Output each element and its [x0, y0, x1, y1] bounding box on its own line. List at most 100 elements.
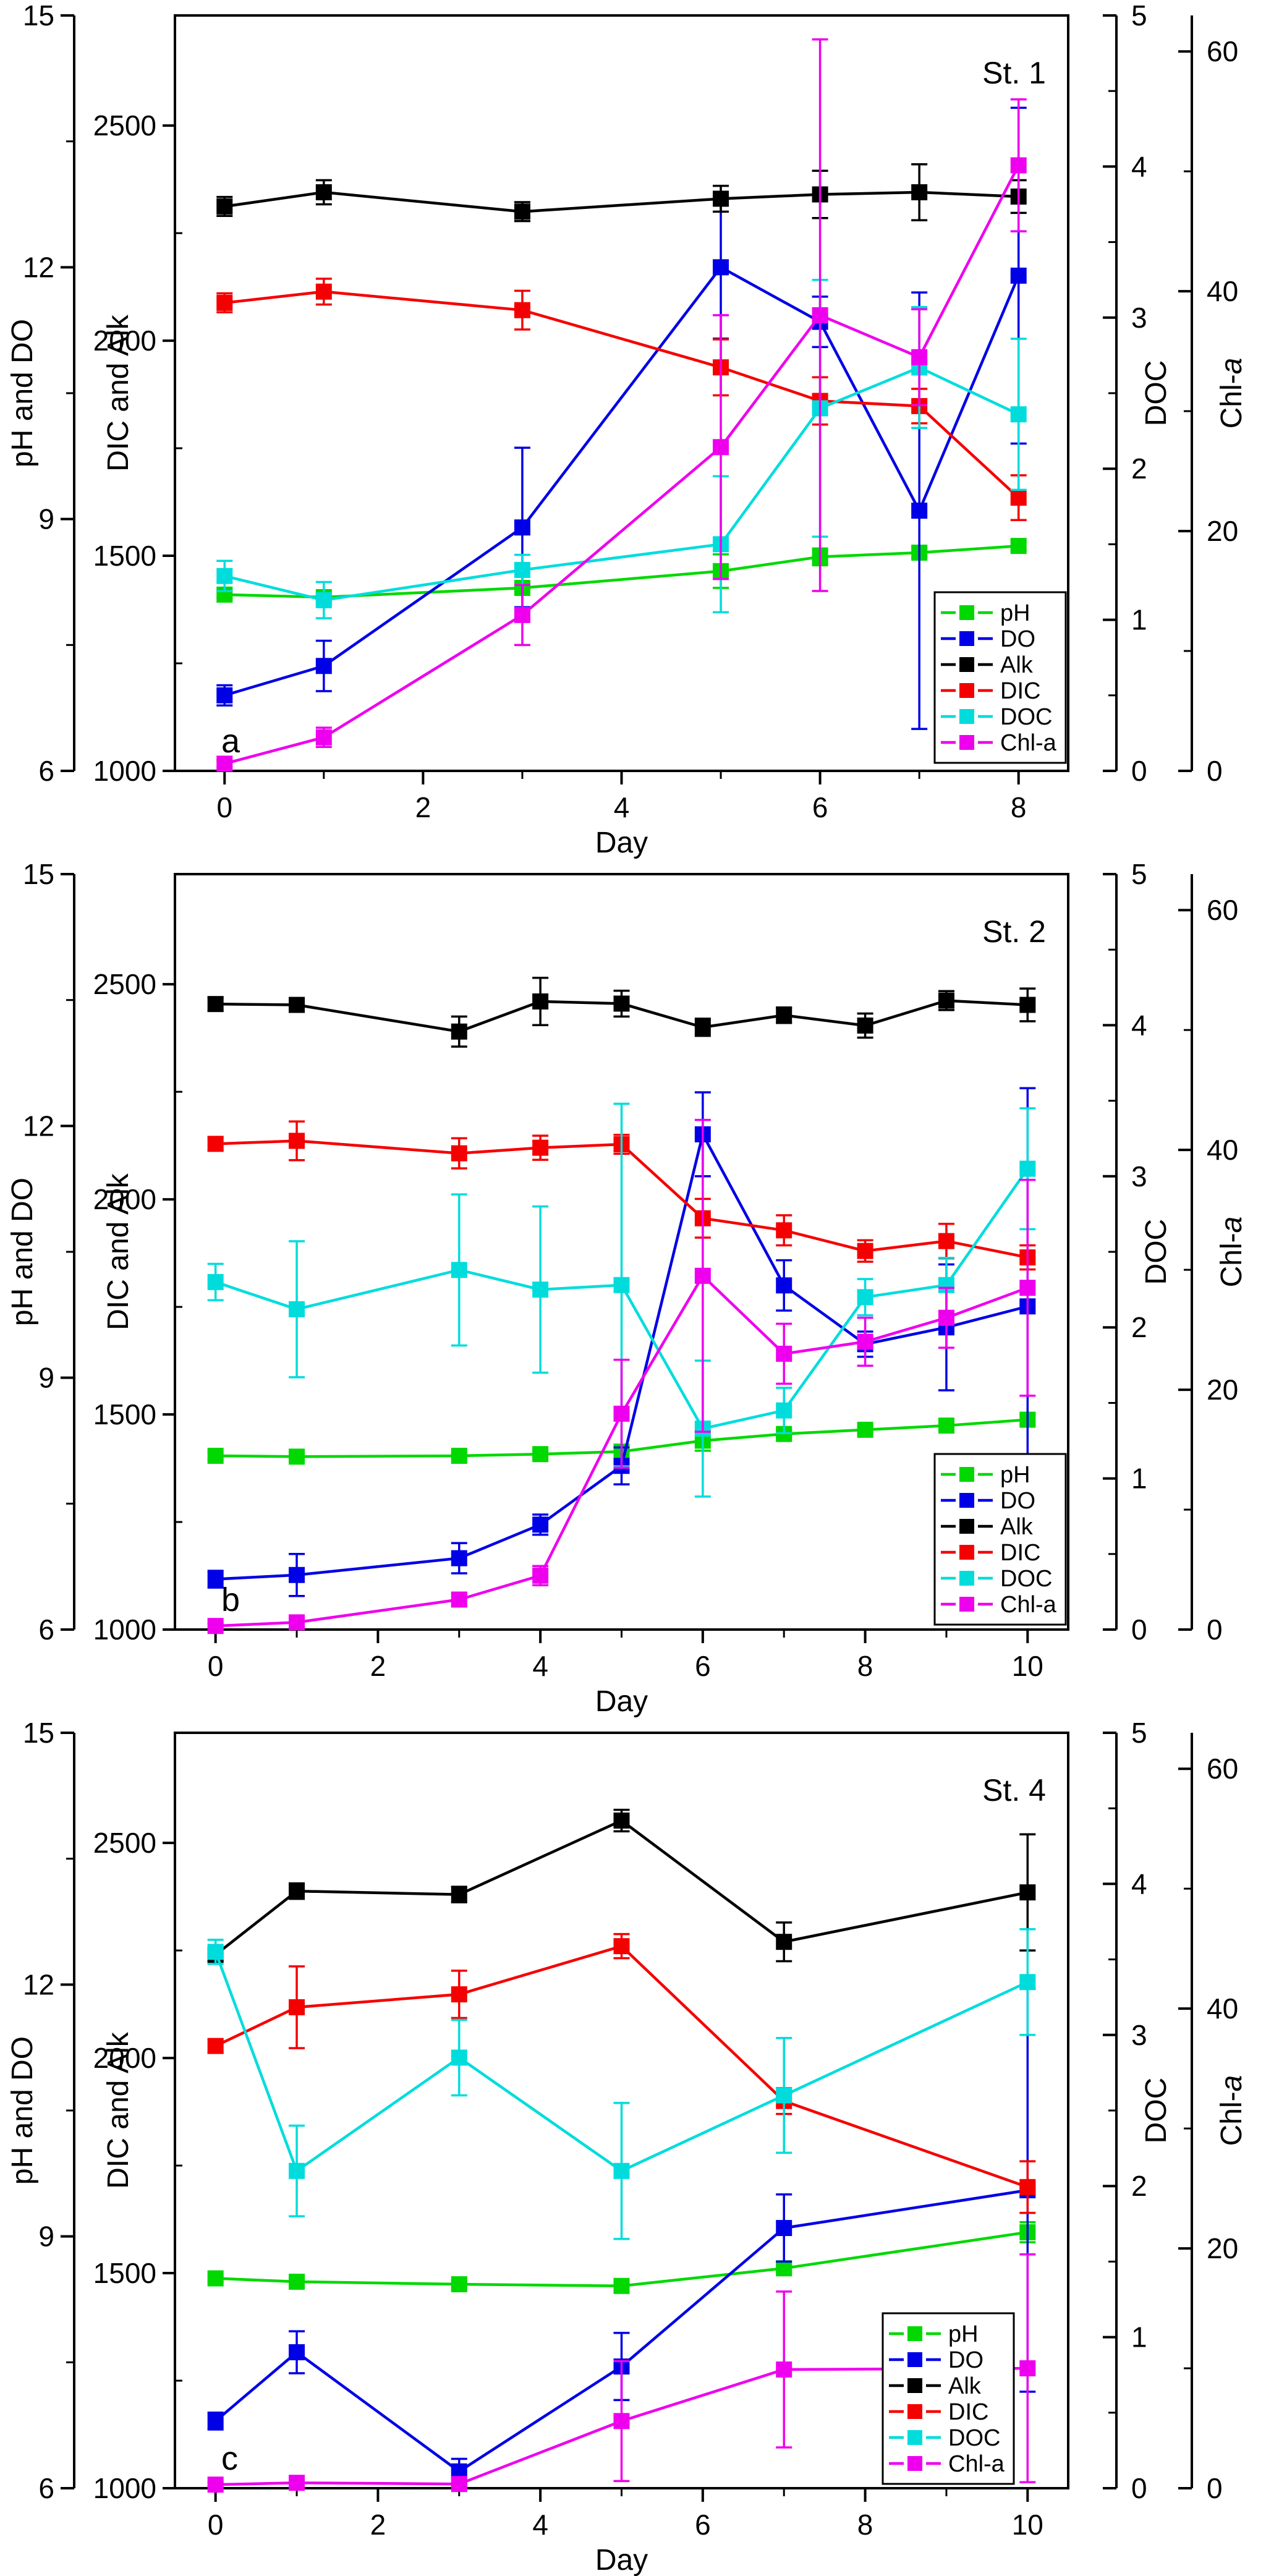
- x-tick-label: 6: [695, 1650, 711, 1682]
- legend-item-alk: Alk: [941, 1514, 1034, 1540]
- series-line: [224, 290, 1020, 499]
- legend-item-doc: DOC: [889, 2425, 1000, 2451]
- data-point-marker: [613, 1938, 630, 1955]
- legend-item-do: DO: [941, 1488, 1035, 1514]
- legend-item-dic: DIC: [941, 678, 1040, 704]
- data-point-marker: [1010, 267, 1027, 284]
- data-point-marker: [1019, 2360, 1036, 2377]
- legend-marker: [959, 605, 974, 620]
- data-point-marker: [857, 1289, 873, 1306]
- ph-tick-label: 9: [38, 503, 54, 535]
- data-point-marker: [776, 2087, 792, 2104]
- chl-a-axis-title: Chl-a: [1215, 1217, 1248, 1288]
- ph-tick-label: 9: [38, 1362, 54, 1394]
- series-line: [215, 999, 1028, 1034]
- x-tick-label: 6: [812, 791, 828, 823]
- chl-tick-label: 60: [1207, 894, 1238, 926]
- data-point-marker: [857, 1243, 873, 1259]
- y-axis-chl-a: 0 20 40 60 Chl-a: [1178, 1733, 1248, 2504]
- data-point-marker: [776, 2220, 792, 2237]
- series-dic: [207, 1932, 1036, 2214]
- legend-item-dic: DIC: [889, 2399, 988, 2425]
- chl-tick-label: 0: [1207, 755, 1223, 787]
- data-point-marker: [514, 606, 530, 623]
- dic-tick-label: 1000: [93, 755, 156, 787]
- data-point-marker: [857, 1017, 873, 1034]
- data-point-marker: [776, 1934, 792, 1950]
- data-point-marker: [451, 1023, 467, 1040]
- doc-tick-label: 4: [1131, 1009, 1147, 1041]
- chl-tick-label: 20: [1207, 2232, 1238, 2264]
- legend-label: DO: [948, 2347, 983, 2373]
- legend-marker: [907, 2378, 922, 2393]
- data-point-marker: [216, 294, 233, 311]
- series-line: [215, 2366, 1028, 2486]
- chl-tick-label: 40: [1207, 1992, 1238, 2025]
- data-point-marker: [613, 1277, 630, 1293]
- data-point-marker: [207, 1447, 224, 1464]
- x-tick-label: 8: [857, 2509, 873, 2541]
- data-point-marker: [1010, 538, 1027, 555]
- data-point-marker: [315, 184, 332, 201]
- data-point-marker: [289, 1301, 305, 1317]
- data-point-marker: [1010, 157, 1027, 174]
- data-point-marker: [694, 1267, 711, 1284]
- series-chl-a: [207, 2253, 1036, 2493]
- dic-tick-label: 1500: [93, 540, 156, 572]
- data-point-marker: [911, 184, 928, 201]
- series-line: [215, 1418, 1028, 1458]
- y-axis-dic-alk: 1000 1500 2000 2500 DIC and Alk: [93, 968, 182, 1646]
- x-tick-label: 8: [1011, 791, 1027, 823]
- x-axis-title: Day: [595, 1685, 648, 1718]
- legend-item-ph: pH: [941, 600, 1030, 626]
- data-point-marker: [289, 2273, 305, 2290]
- data-point-marker: [857, 1421, 873, 1438]
- legend-label: DO: [1000, 1488, 1035, 1514]
- data-point-marker: [289, 2344, 305, 2361]
- series-chl-a: [216, 38, 1027, 772]
- series-line: [224, 265, 1020, 697]
- data-point-marker: [289, 1448, 305, 1465]
- data-point-marker: [938, 1418, 954, 1434]
- legend-item-chl-a: Chl-a: [889, 2451, 1005, 2477]
- panel-letter: c: [221, 2440, 238, 2477]
- data-point-marker: [451, 2476, 467, 2493]
- dic-alk-axis-title: DIC and Alk: [102, 314, 135, 471]
- x-tick-label: 10: [1012, 1650, 1043, 1682]
- legend-item-chl-a: Chl-a: [941, 730, 1057, 756]
- ph-tick-label: 6: [38, 2472, 54, 2504]
- dic-alk-axis-title: DIC and Alk: [102, 2031, 135, 2188]
- data-point-marker: [532, 1282, 549, 1298]
- data-point-marker: [216, 755, 233, 772]
- legend-marker: [959, 1493, 974, 1508]
- data-point-marker: [911, 503, 928, 519]
- data-point-marker: [1019, 1160, 1036, 1177]
- data-point-marker: [514, 203, 530, 220]
- data-point-marker: [613, 2277, 630, 2294]
- data-point-marker: [207, 1944, 224, 1960]
- x-tick-label: 0: [208, 2509, 224, 2541]
- data-point-marker: [1019, 1884, 1036, 1901]
- legend-marker: [959, 1597, 974, 1612]
- station-label: St. 1: [982, 56, 1046, 90]
- data-point-marker: [289, 1999, 305, 2015]
- data-point-marker: [938, 1309, 954, 1326]
- series-line: [215, 1819, 1028, 1956]
- legend-marker: [907, 2456, 922, 2471]
- series-alk: [207, 976, 1036, 1048]
- legend-label: pH: [1000, 1462, 1030, 1488]
- legend-marker: [959, 683, 974, 698]
- data-point-marker: [1019, 997, 1036, 1013]
- dic-tick-label: 1500: [93, 1398, 156, 1430]
- legend-label: Alk: [948, 2373, 982, 2399]
- legend-label: Chl-a: [1000, 1592, 1057, 1618]
- legend-item-alk: Alk: [889, 2373, 982, 2399]
- doc-tick-label: 1: [1131, 1463, 1147, 1495]
- legend-label: pH: [1000, 600, 1030, 626]
- data-point-marker: [532, 993, 549, 1010]
- data-point-marker: [613, 995, 630, 1012]
- data-point-marker: [938, 992, 954, 1009]
- data-point-marker: [289, 2475, 305, 2491]
- doc-tick-label: 1: [1131, 2321, 1147, 2353]
